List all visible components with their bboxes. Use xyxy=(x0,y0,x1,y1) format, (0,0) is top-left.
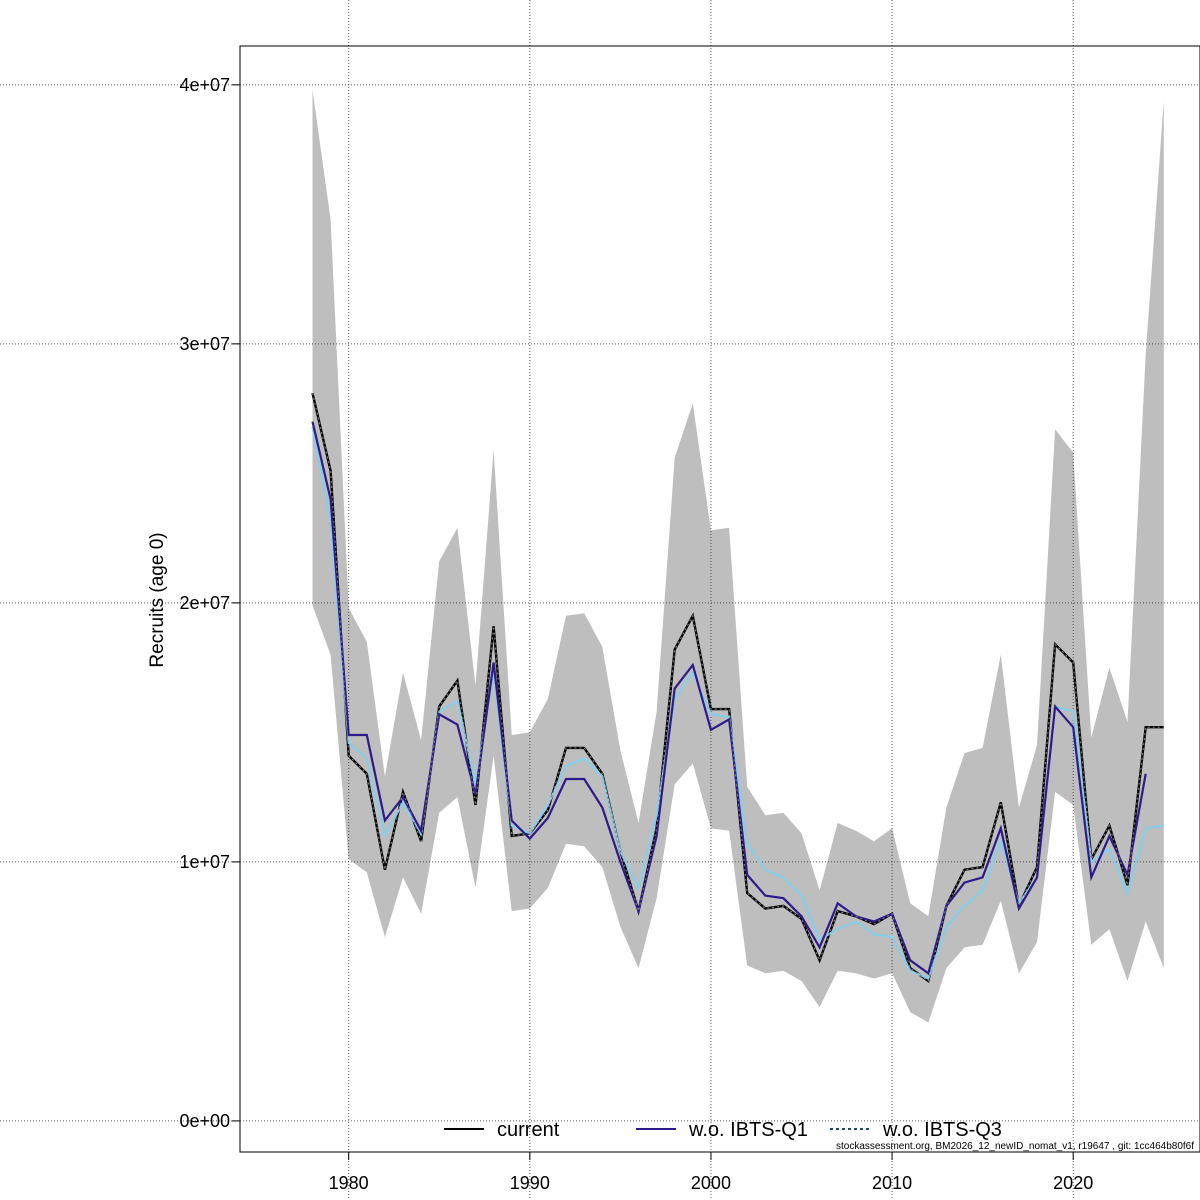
plot-frame xyxy=(239,45,1200,1153)
confidence-band xyxy=(312,90,1164,1023)
x-tick-label-1980: 1980 xyxy=(329,1173,369,1193)
x-tick-label-2010: 2010 xyxy=(872,1173,912,1193)
confidence-band-layer xyxy=(312,90,1164,1023)
y-tick-label-2: 2e+07 xyxy=(179,593,230,613)
x-tick-label-1990: 1990 xyxy=(510,1173,550,1193)
series-line-current-dotted xyxy=(311,392,1164,983)
y-tick-label-0: 0e+00 xyxy=(179,1111,230,1131)
y-axis: 0e+00 1e+07 2e+07 3e+07 4e+07 xyxy=(179,75,240,1131)
series-line-wo-ibts-q1 xyxy=(311,421,1147,976)
legend-label-wo-ibts-q1: w.o. IBTS-Q1 xyxy=(688,1119,808,1141)
y-tick-label-1: 1e+07 xyxy=(179,852,230,872)
legend-label-wo-ibts-q3: w.o. IBTS-Q3 xyxy=(882,1119,1002,1141)
footnote: stockassessment.org, BM2026_12_newID_nom… xyxy=(836,1141,1194,1152)
x-tick-label-2000: 2000 xyxy=(691,1173,731,1193)
y-axis-label: Recruits (age 0) xyxy=(147,532,168,667)
legend: current w.o. IBTS-Q1 w.o. IBTS-Q3 xyxy=(444,1119,1002,1141)
legend-label-current: current xyxy=(497,1119,560,1141)
x-tick-label-2020: 2020 xyxy=(1053,1173,1093,1193)
y-tick-label-3: 3e+07 xyxy=(179,334,230,354)
y-tick-label-4: 4e+07 xyxy=(179,75,230,95)
series-layer xyxy=(311,392,1164,984)
x-axis: 1980 1990 2000 2010 2020 xyxy=(329,1152,1093,1193)
